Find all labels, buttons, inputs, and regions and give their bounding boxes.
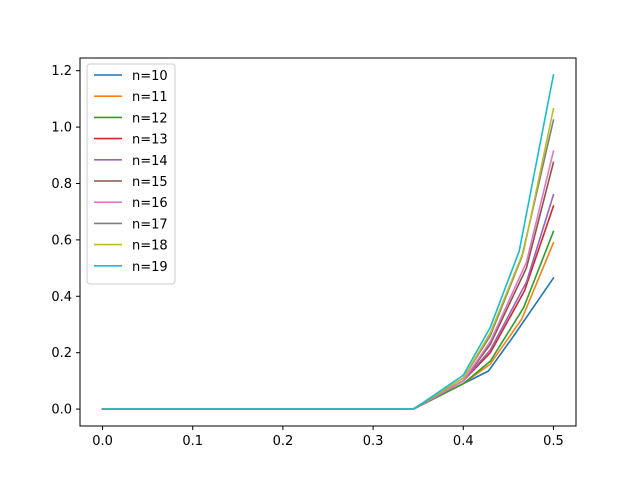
x-tick-label: 0.0 bbox=[92, 434, 113, 449]
series-layer bbox=[101, 73, 555, 410]
y-tick-label: 0.0 bbox=[51, 403, 72, 418]
y-tick-label: 0.8 bbox=[51, 177, 72, 192]
legend-label: n=12 bbox=[132, 111, 168, 126]
legend-label: n=13 bbox=[132, 133, 168, 148]
y-tick-label: 1.0 bbox=[51, 121, 72, 136]
x-tick-label: 0.3 bbox=[363, 434, 384, 449]
legend-label: n=16 bbox=[132, 196, 168, 211]
y-tick-label: 0.2 bbox=[51, 346, 72, 361]
y-axis: 0.0 0.2 0.4 0.6 0.8 1.0 1.2 bbox=[51, 64, 80, 418]
x-axis: 0.0 0.1 0.2 0.3 0.4 0.5 bbox=[92, 426, 564, 449]
legend-label: n=11 bbox=[132, 90, 168, 105]
legend-label: n=19 bbox=[132, 260, 168, 275]
x-tick-label: 0.2 bbox=[273, 434, 294, 449]
legend-label: n=10 bbox=[132, 69, 168, 84]
legend-label: n=18 bbox=[132, 239, 168, 254]
legend-label: n=17 bbox=[132, 217, 168, 232]
legend-label: n=15 bbox=[132, 175, 168, 190]
legend: n=10 n=11 n=12 n=13 n=14 n=15 n=16 n=17 n=18 n=19 bbox=[86, 63, 176, 285]
y-tick-label: 1.2 bbox=[51, 64, 72, 79]
series-line-n-19 bbox=[101, 73, 555, 410]
x-tick-label: 0.1 bbox=[182, 434, 203, 449]
y-tick-label: 0.6 bbox=[51, 233, 72, 248]
x-tick-label: 0.4 bbox=[453, 434, 474, 449]
legend-box bbox=[86, 63, 176, 285]
x-tick-label: 0.5 bbox=[543, 434, 564, 449]
axes-frame bbox=[79, 57, 577, 427]
y-tick-label: 0.4 bbox=[51, 290, 72, 305]
legend-label: n=14 bbox=[132, 154, 168, 169]
